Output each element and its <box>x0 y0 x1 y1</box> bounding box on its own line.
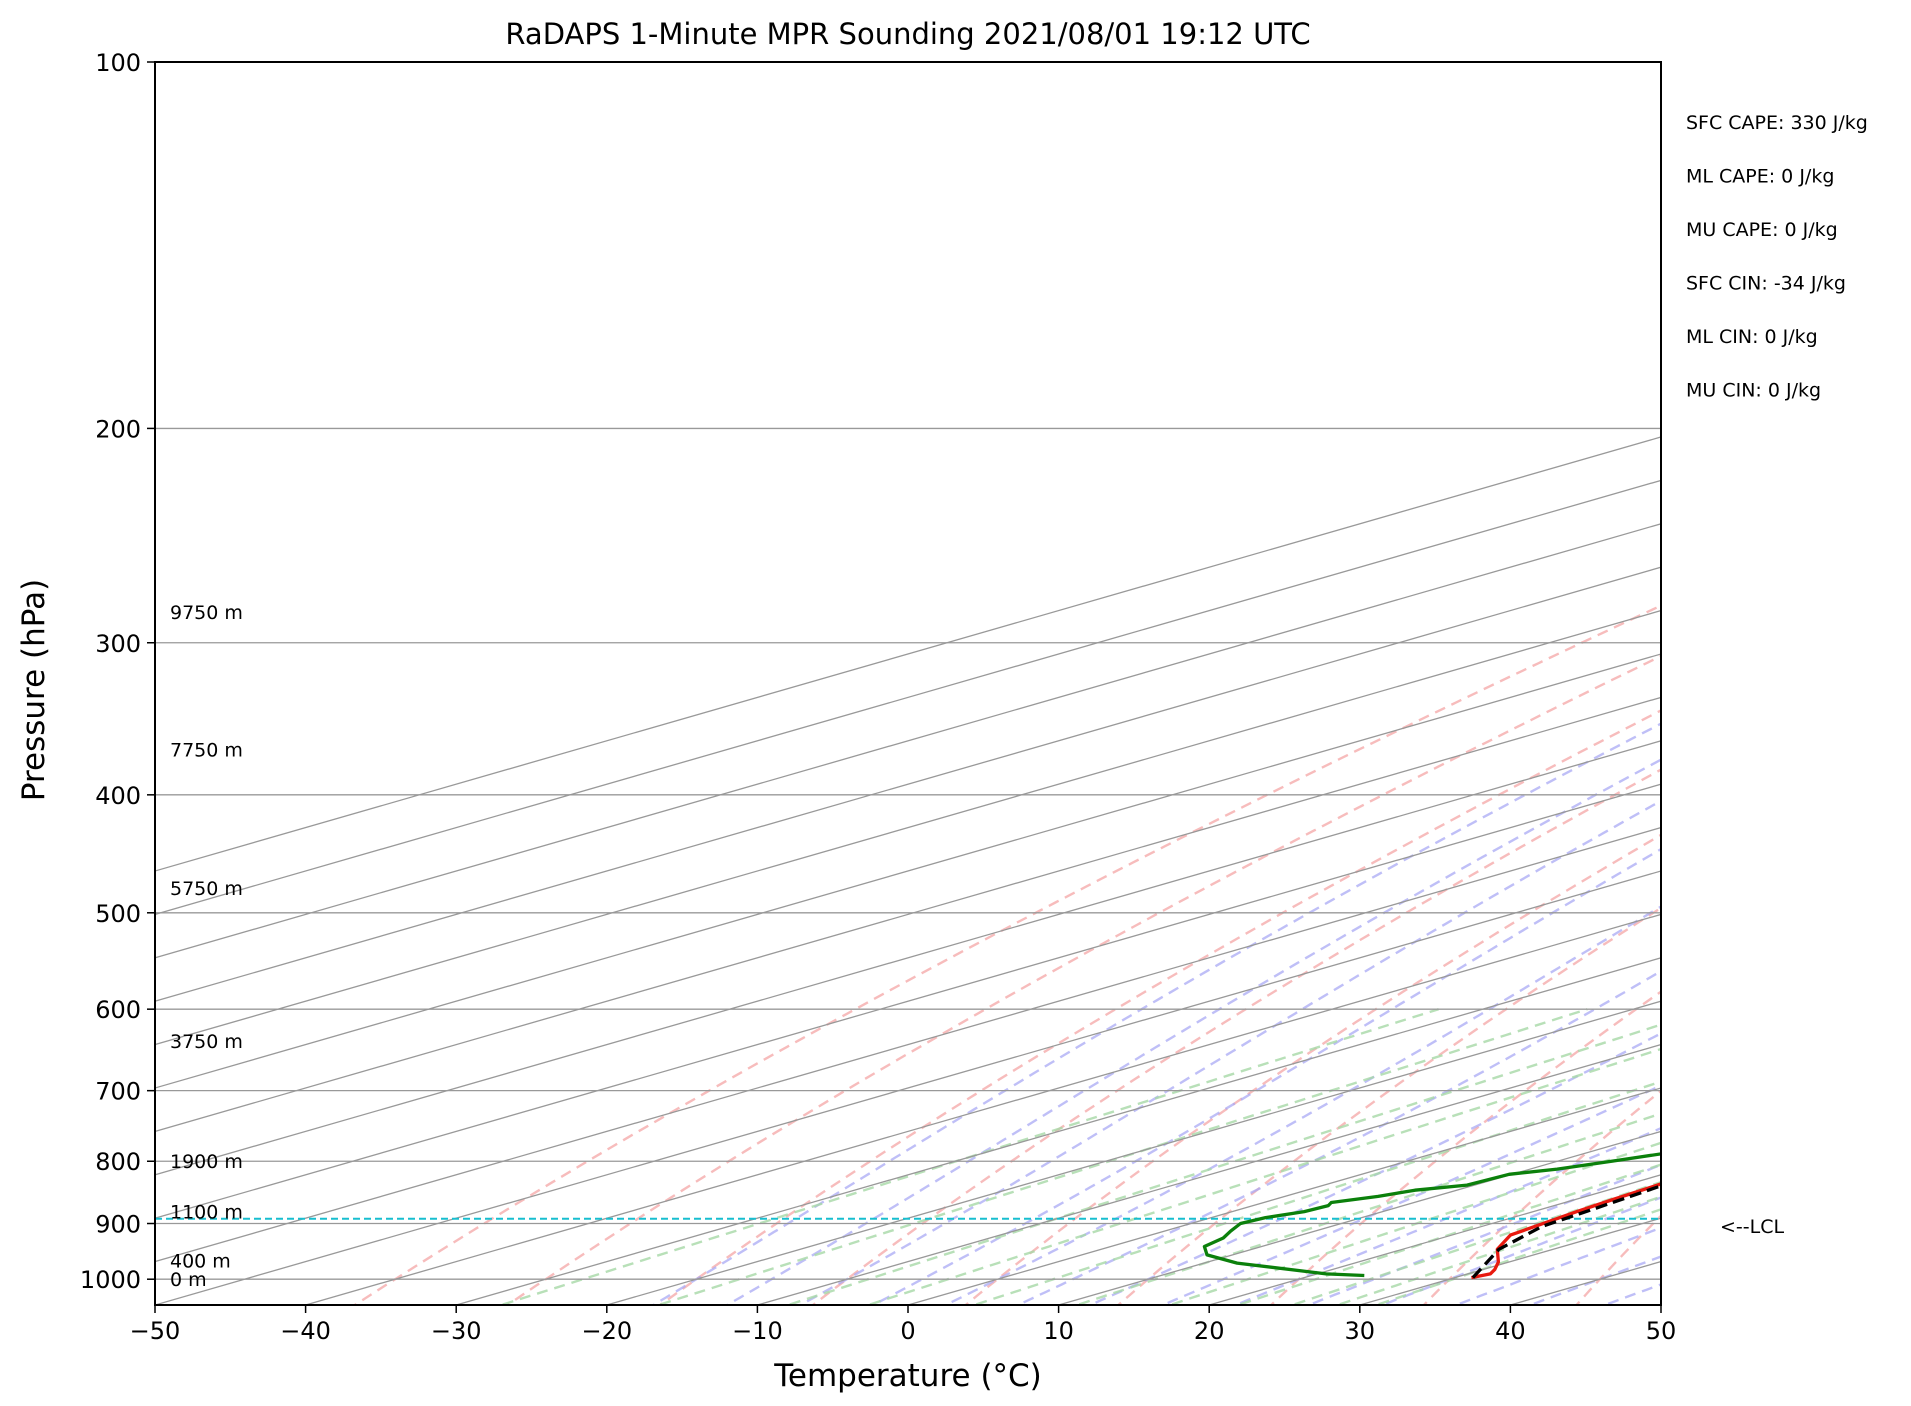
isotherm-line <box>155 740 1661 1176</box>
isotherm-line <box>1058 1130 1661 1305</box>
moist-adiabat <box>724 758 1661 1305</box>
dry-adiabat <box>658 709 1661 1305</box>
index-label: SFC CIN: -34 J/kg <box>1686 273 1846 295</box>
y-tick-label: 200 <box>95 415 141 443</box>
mixing-ratio-line <box>1288 1180 1661 1305</box>
y-tick-label: 500 <box>95 900 141 928</box>
background-grid <box>155 40 1911 1310</box>
dry-adiabat <box>352 604 1661 1305</box>
y-tick-label: 900 <box>95 1211 141 1239</box>
x-axis-label: Temperature (°C) <box>773 1358 1042 1394</box>
mixing-ratio-line <box>1073 1112 1661 1305</box>
y-tick-label: 700 <box>95 1078 141 1106</box>
y-tick-label: 1000 <box>80 1266 141 1294</box>
height-label: 400 m <box>170 1250 231 1272</box>
isotherm-line <box>456 957 1661 1305</box>
y-tick-label: 400 <box>95 782 141 810</box>
height-label: 7750 m <box>170 739 243 761</box>
moist-adiabat <box>1601 1283 1661 1305</box>
height-label: 1900 m <box>170 1151 243 1173</box>
isotherm-line <box>155 826 1661 1263</box>
y-tick-label: 800 <box>95 1148 141 1176</box>
moist-adiabat <box>1232 1126 1661 1305</box>
moist-adiabat <box>797 799 1661 1305</box>
series-line-2 <box>1202 1152 1661 1278</box>
isotherm-line <box>1660 1304 1661 1305</box>
isotherm-line <box>1510 1260 1661 1305</box>
height-label: 9750 m <box>170 602 243 624</box>
height-label: 0 m <box>170 1269 207 1291</box>
index-label: ML CIN: 0 J/kg <box>1686 326 1818 348</box>
y-tick-label: 100 <box>95 49 141 77</box>
plot-frame <box>154 61 1662 1306</box>
series-line-3 <box>1471 1184 1661 1279</box>
data-layer <box>155 1152 1661 1280</box>
moist-adiabat <box>1379 1196 1661 1305</box>
mixing-ratio-line <box>864 1047 1661 1305</box>
dry-adiabat <box>1878 40 1911 1310</box>
dry-adiabat <box>1269 990 1661 1305</box>
isotherm-line <box>155 479 1661 916</box>
x-tick-label: −20 <box>581 1317 632 1345</box>
moist-adiabat <box>1015 969 1661 1305</box>
isotherm-line <box>155 436 1661 872</box>
mixing-ratio-line <box>784 1023 1661 1305</box>
isotherm-line <box>155 696 1661 1133</box>
moist-adiabat <box>651 722 1661 1305</box>
x-tick-label: −40 <box>280 1317 331 1345</box>
isotherm-line <box>155 566 1661 1002</box>
isotherm-line <box>155 870 1661 1305</box>
mixing-ratio-line <box>654 1008 1588 1305</box>
x-tick-label: 50 <box>1646 1317 1677 1345</box>
dry-adiabat <box>1422 1089 1661 1305</box>
isotherm-line <box>155 609 1661 1046</box>
moist-adiabat <box>1666 62 1911 1310</box>
isotherm-line <box>606 1000 1661 1305</box>
dry-adiabat <box>811 768 1661 1305</box>
x-tick-label: 10 <box>1043 1317 1074 1345</box>
series-line-1 <box>1471 1182 1661 1280</box>
x-tick-label: −30 <box>431 1317 482 1345</box>
x-tick-label: −10 <box>732 1317 783 1345</box>
moist-adiabat <box>1527 1255 1661 1305</box>
x-tick-label: 0 <box>900 1317 915 1345</box>
index-label: MU CIN: 0 J/kg <box>1686 380 1821 402</box>
y-tick-label: 600 <box>95 996 141 1024</box>
index-label: SFC CAPE: 330 J/kg <box>1686 112 1868 134</box>
height-label: 1100 m <box>170 1202 243 1224</box>
x-tick-label: 40 <box>1495 1317 1526 1345</box>
indices-panel: SFC CAPE: 330 J/kg ML CAPE: 0 J/kg MU CAPE… <box>1686 112 1868 402</box>
isotherm-line <box>155 783 1661 1219</box>
x-tick-label: −50 <box>130 1317 181 1345</box>
mixing-ratio-line <box>970 1080 1661 1305</box>
x-tick-label: 20 <box>1194 1317 1225 1345</box>
moist-adiabat <box>1452 1226 1661 1305</box>
y-tick-label: 300 <box>95 630 141 658</box>
isotherm-line <box>305 913 1661 1305</box>
isotherm-line <box>907 1087 1661 1305</box>
isotherm-line <box>757 1043 1661 1305</box>
height-label: 3750 m <box>170 1031 243 1053</box>
isotherm-line <box>155 653 1661 1089</box>
height-label: 5750 m <box>170 878 243 900</box>
index-label: ML CAPE: 0 J/kg <box>1686 166 1834 188</box>
chart-title: RaDAPS 1-Minute MPR Sounding 2021/08/01 … <box>505 17 1310 51</box>
moist-adiabat <box>942 905 1661 1305</box>
isotherm-line <box>155 523 1661 959</box>
mixing-ratio-line <box>1166 1141 1661 1305</box>
mixing-ratio-line <box>497 1008 1439 1305</box>
y-axis-label: Pressure (hPa) <box>16 579 52 801</box>
lcl-label: <--LCL <box>1720 1216 1784 1238</box>
index-label: MU CAPE: 0 J/kg <box>1686 219 1838 241</box>
x-tick-label: 30 <box>1345 1317 1376 1345</box>
